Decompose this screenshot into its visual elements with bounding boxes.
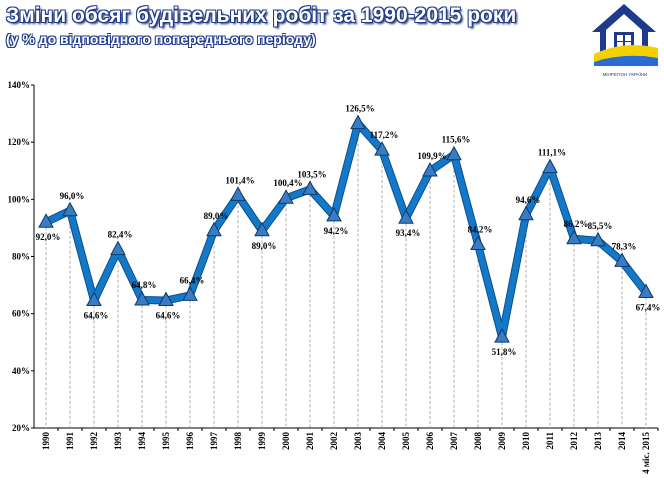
data-label: 82,4% <box>108 230 133 240</box>
chart: 20% 40% 60% 80% 100% 120% 140% 1990 1991 1992 1993… <box>8 80 661 474</box>
data-point-marker <box>638 283 654 299</box>
data-point-marker <box>590 231 606 247</box>
data-label: 64,6% <box>156 311 181 321</box>
data-label: 100,4% <box>273 178 302 188</box>
data-point-marker <box>518 205 534 221</box>
data-label: 117,2% <box>370 130 399 140</box>
data-point-marker <box>470 235 486 250</box>
data-point-marker <box>302 180 318 195</box>
data-label: 86,2% <box>564 219 589 229</box>
data-point-marker <box>398 209 414 224</box>
data-point-marker <box>110 240 126 256</box>
data-label: 89,0% <box>204 211 229 221</box>
data-label: 93,4% <box>396 228 421 238</box>
data-point-marker <box>542 158 558 174</box>
chart-data-labels: 92,0% 96,0% 64,6% 82,4% 64,8% 64,6% 66,4% 89,0%… <box>36 104 661 358</box>
data-point-marker <box>230 186 246 201</box>
data-label: 89,0% <box>252 241 277 251</box>
data-label: 85,5% <box>588 221 613 231</box>
x-tick-label: 1997 <box>209 432 219 451</box>
data-label: 66,4% <box>180 275 205 285</box>
x-tick-label: 2013 <box>593 432 603 451</box>
data-point-marker <box>158 291 174 307</box>
x-tick-label: 1995 <box>161 432 171 451</box>
x-tick-label: 1991 <box>65 432 75 451</box>
x-tick-label: 2006 <box>425 432 435 451</box>
y-tick-label: 80% <box>12 252 30 262</box>
y-tick-label: 60% <box>12 309 30 319</box>
data-point-marker <box>278 189 294 204</box>
x-tick-label: 2002 <box>329 432 339 451</box>
chart-grid <box>45 123 647 428</box>
data-label: 103,5% <box>297 169 326 179</box>
data-label: 64,6% <box>84 311 109 321</box>
data-point-marker <box>566 229 582 245</box>
y-tick-label: 40% <box>12 366 30 376</box>
y-tick-label: 120% <box>8 137 31 147</box>
data-label: 101,4% <box>225 175 254 185</box>
data-label: 115,6% <box>442 135 471 145</box>
chart-axes: 20% 40% 60% 80% 100% 120% 140% 1990 1991 1992 1993… <box>8 80 659 474</box>
x-tick-label: 2009 <box>497 432 507 451</box>
data-point-marker <box>494 328 510 343</box>
x-tick-label: 2005 <box>401 432 411 451</box>
data-point-marker <box>614 252 630 267</box>
x-tick-label: 2000 <box>281 432 291 451</box>
y-tick-label: 100% <box>8 194 31 204</box>
chart-subtitle: (у % до відповідного попереднього період… <box>6 31 316 47</box>
x-tick-label: 2007 <box>449 432 459 451</box>
x-tick-label: 1996 <box>185 432 195 451</box>
data-label: 64,8% <box>132 280 157 290</box>
x-tick-label: 4 міс. 2015 <box>641 432 651 474</box>
x-tick-label: 1999 <box>257 432 267 451</box>
data-point-marker <box>206 221 222 237</box>
data-point-marker <box>182 286 198 301</box>
x-tick-label: 2010 <box>521 432 531 451</box>
data-label: 111,1% <box>538 148 566 158</box>
data-label: 96,0% <box>60 191 85 201</box>
data-point-marker <box>38 213 54 228</box>
x-tick-label: 1993 <box>113 432 123 451</box>
logo-caption: МІНРЕГІОН УКРАЇНИ <box>602 72 648 77</box>
data-point-marker <box>134 290 150 306</box>
data-point-marker <box>62 201 78 217</box>
data-point-marker <box>254 221 270 237</box>
x-tick-label: 2003 <box>353 432 363 451</box>
data-label: 67,4% <box>636 303 661 313</box>
data-label: 126,5% <box>345 104 374 114</box>
x-tick-label: 1998 <box>233 432 243 451</box>
x-tick-label: 2008 <box>473 432 483 451</box>
data-label: 109,9% <box>417 151 446 161</box>
data-point-marker <box>326 206 342 222</box>
x-tick-label: 2011 <box>545 432 555 450</box>
data-label: 51,8% <box>492 347 517 357</box>
house-logo-icon <box>592 4 658 66</box>
data-point-marker <box>446 145 462 161</box>
data-label: 84,2% <box>468 224 493 234</box>
data-label: 78,3% <box>612 241 637 251</box>
data-label: 94,6% <box>516 195 541 205</box>
x-tick-label: 1994 <box>137 432 147 451</box>
data-point-marker <box>86 291 102 307</box>
x-tick-label: 2012 <box>569 432 579 451</box>
x-tick-label: 2014 <box>617 432 627 451</box>
y-tick-label: 20% <box>12 423 30 433</box>
x-tick-label: 2004 <box>377 432 387 451</box>
chart-title: Зміни обсяг будівельних робіт за 1990-20… <box>6 4 517 27</box>
x-tick-label: 2001 <box>305 432 315 451</box>
chart-series <box>38 114 654 343</box>
slide-header: Зміни обсяг будівельних робіт за 1990-20… <box>0 0 664 60</box>
x-tick-label: 1992 <box>89 432 99 451</box>
x-tick-label: 1990 <box>41 432 51 451</box>
y-tick-label: 140% <box>8 80 31 90</box>
data-point-marker <box>422 161 438 177</box>
data-point-marker <box>374 141 390 156</box>
data-label: 94,2% <box>324 226 349 236</box>
data-point-marker <box>350 114 366 130</box>
data-label: 92,0% <box>36 232 61 242</box>
